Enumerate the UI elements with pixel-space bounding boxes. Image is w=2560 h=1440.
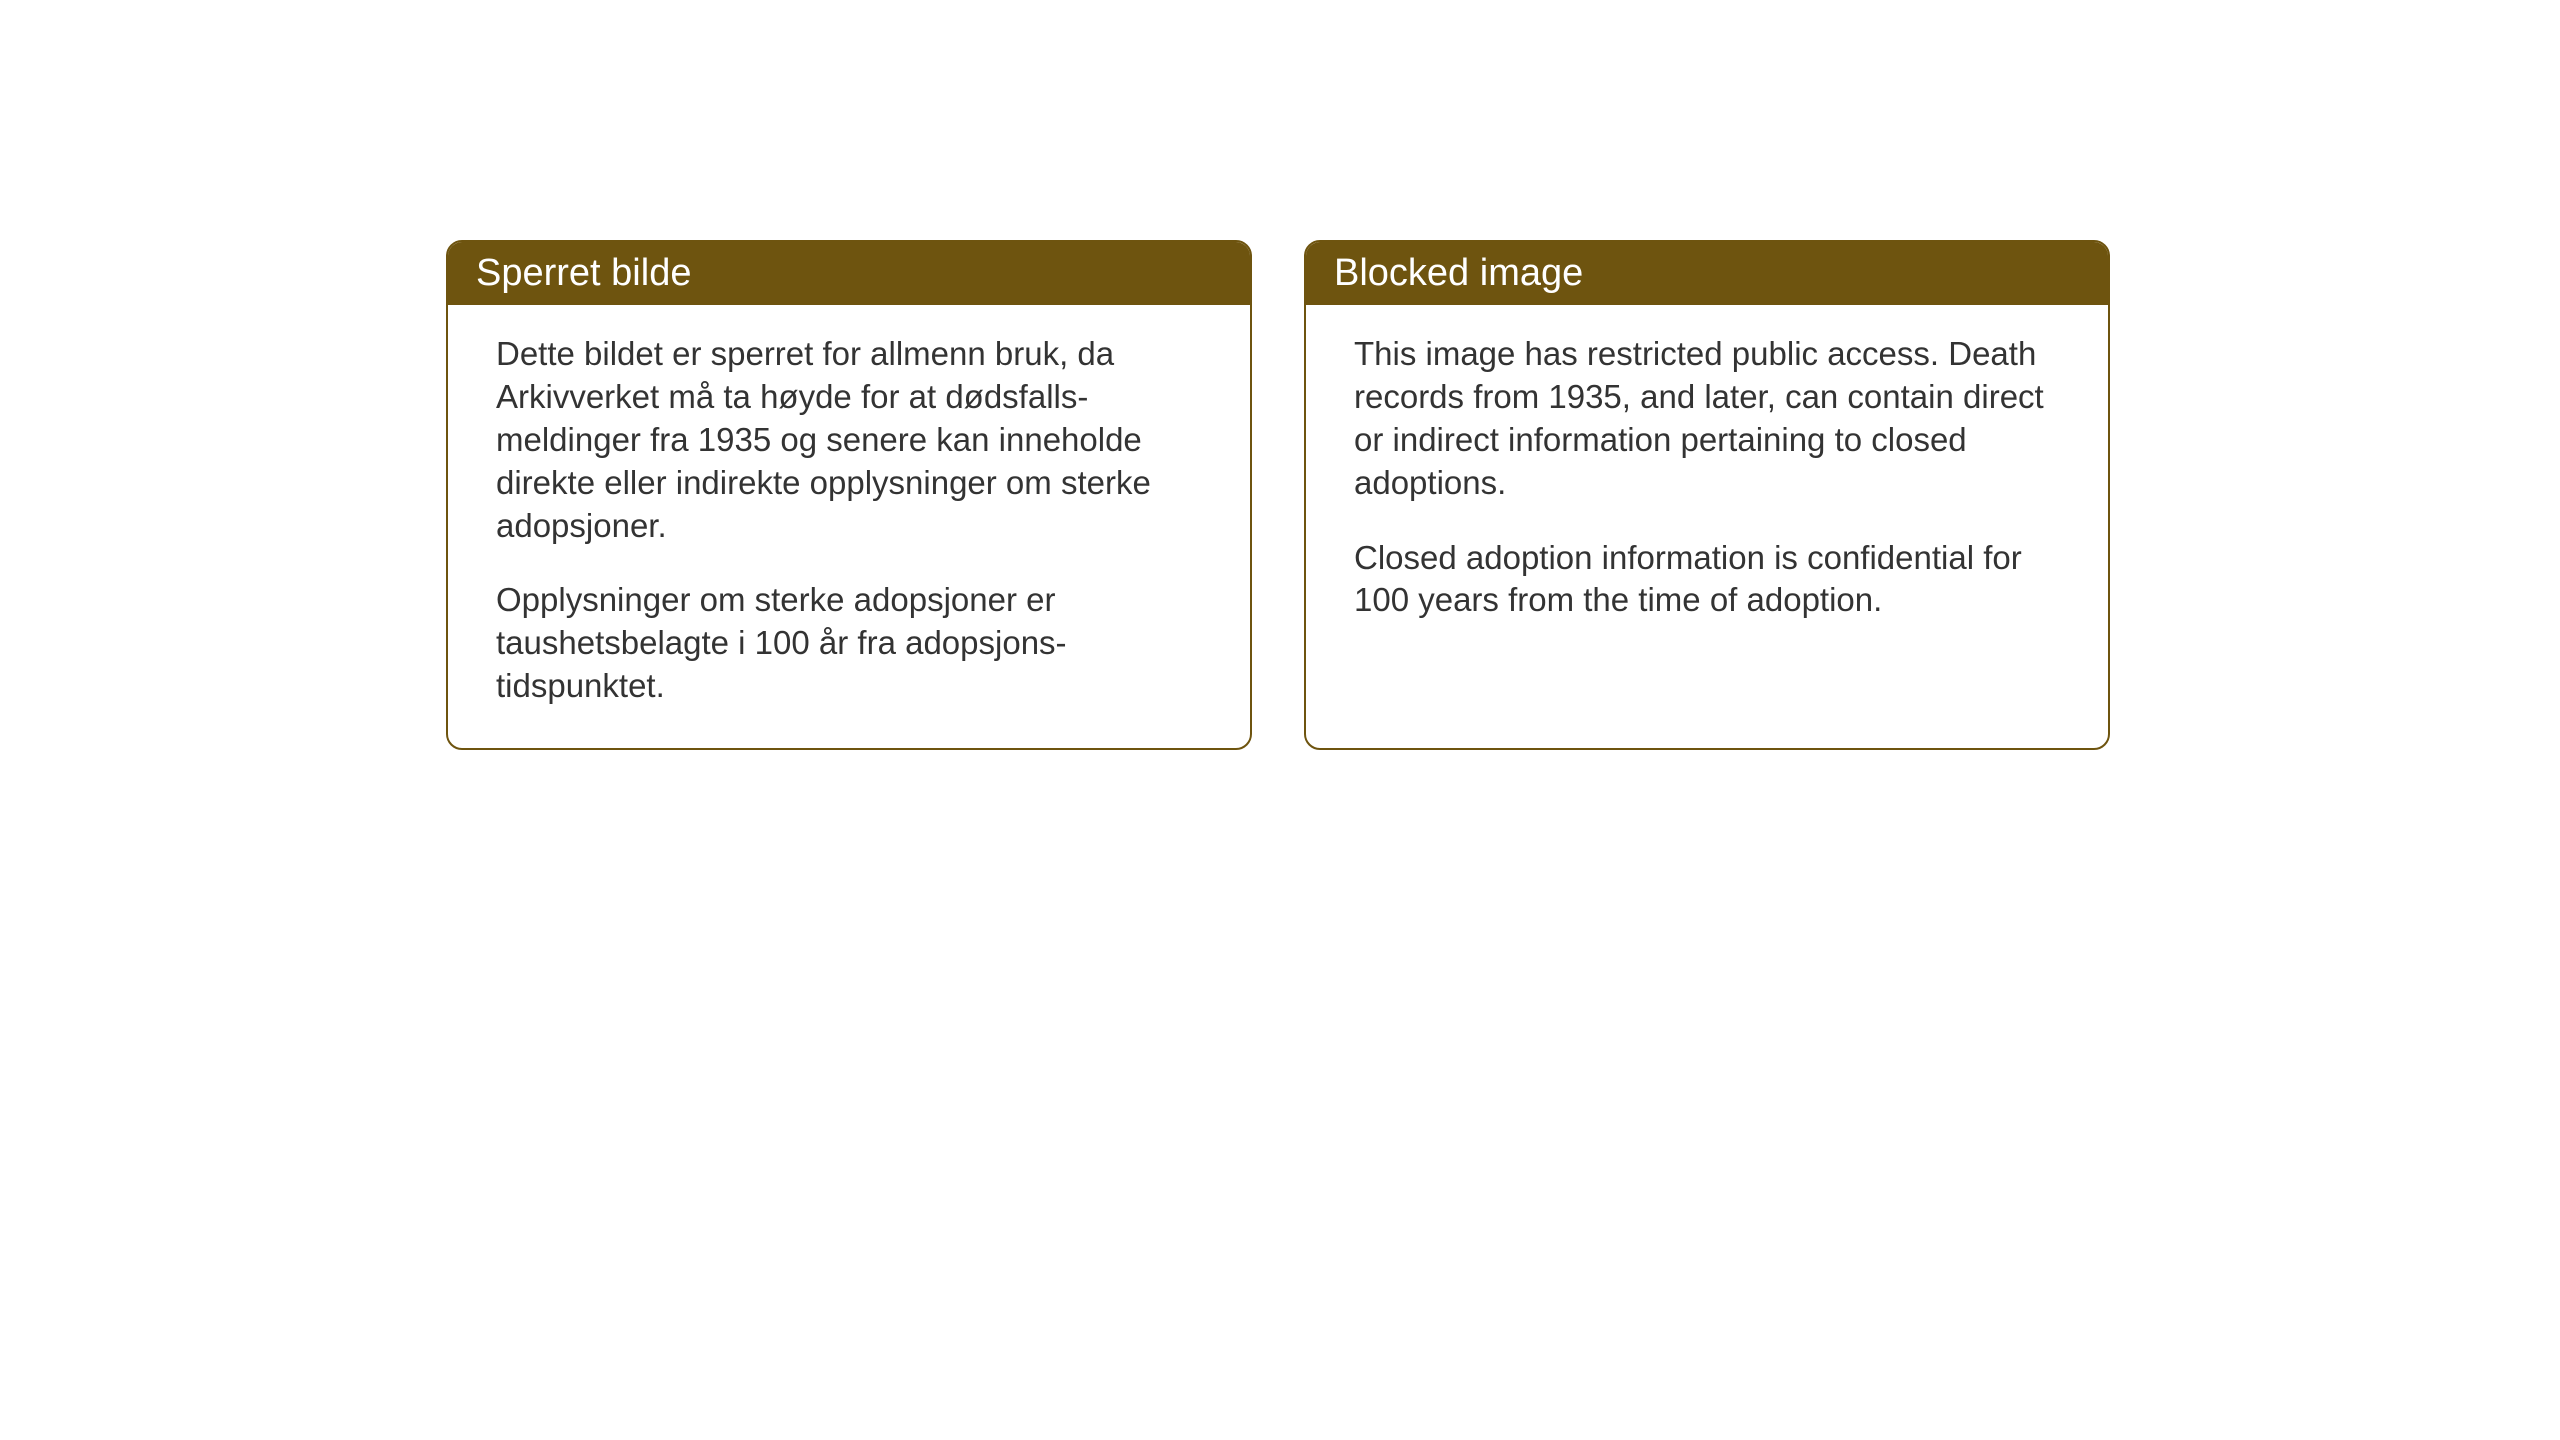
english-notice-card: Blocked image This image has restricted … <box>1304 240 2110 750</box>
norwegian-card-title: Sperret bilde <box>448 242 1250 305</box>
norwegian-card-body: Dette bildet er sperret for allmenn bruk… <box>448 305 1250 748</box>
english-paragraph-2: Closed adoption information is confident… <box>1354 537 2060 623</box>
english-card-title: Blocked image <box>1306 242 2108 305</box>
norwegian-paragraph-2: Opplysninger om sterke adopsjoner er tau… <box>496 579 1202 708</box>
norwegian-paragraph-1: Dette bildet er sperret for allmenn bruk… <box>496 333 1202 547</box>
english-paragraph-1: This image has restricted public access.… <box>1354 333 2060 505</box>
english-card-body: This image has restricted public access.… <box>1306 305 2108 662</box>
norwegian-notice-card: Sperret bilde Dette bildet er sperret fo… <box>446 240 1252 750</box>
notice-container: Sperret bilde Dette bildet er sperret fo… <box>0 0 2560 750</box>
